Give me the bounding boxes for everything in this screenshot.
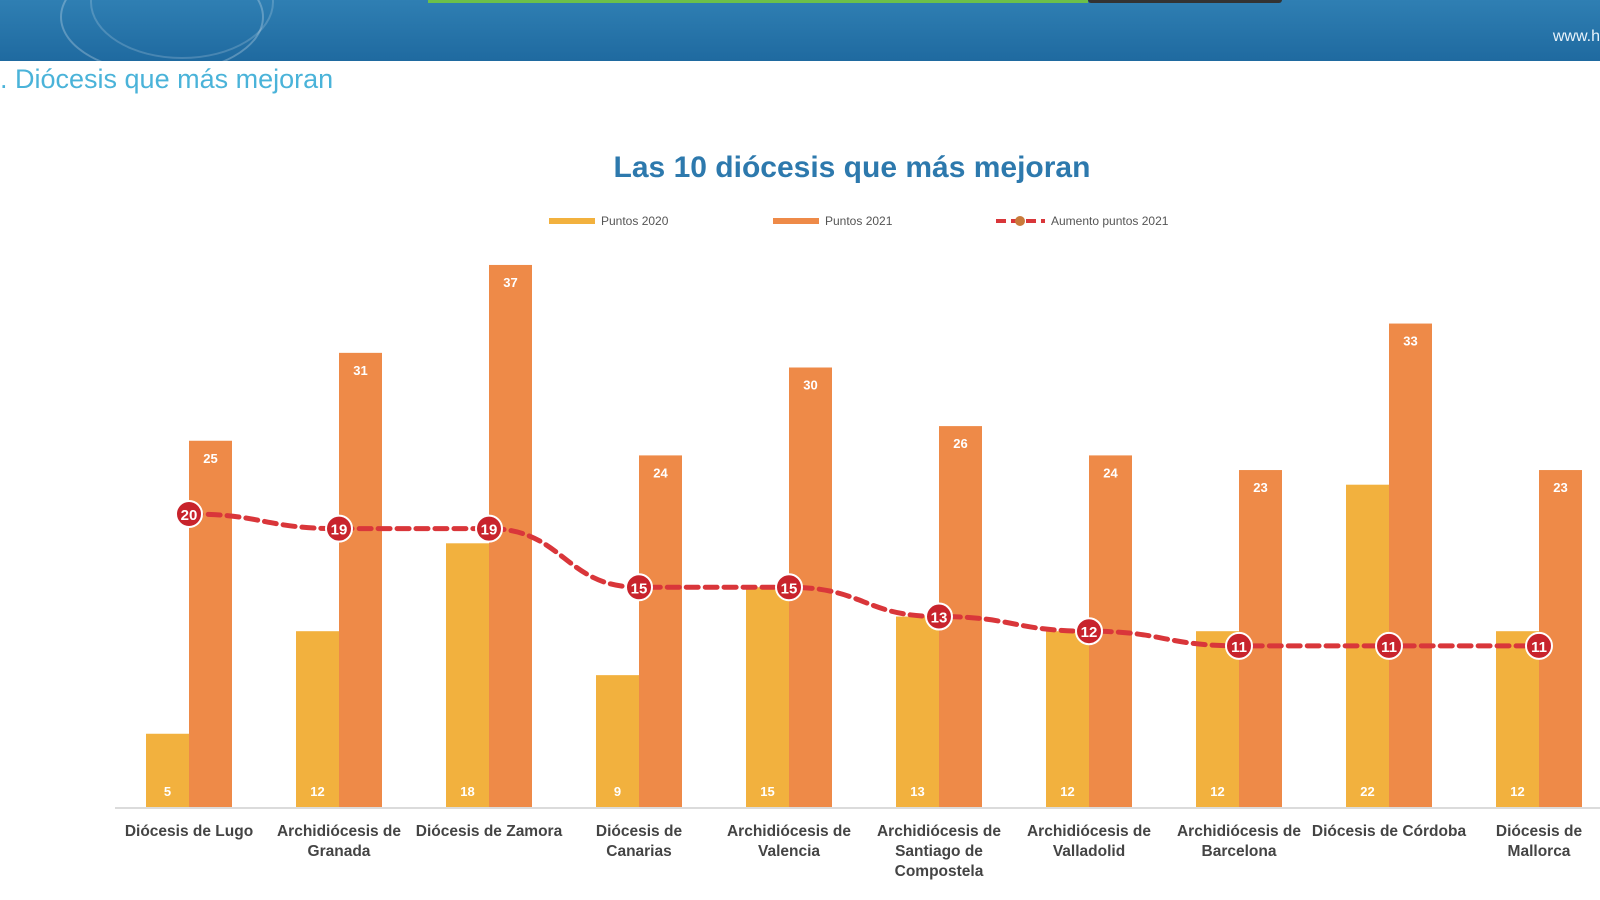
bar-2021-value-label: 26 <box>953 436 967 451</box>
increase-marker <box>775 573 803 602</box>
increase-value-label: 15 <box>781 580 798 597</box>
x-tick-label: Archidiócesis de Santiago de Compostela <box>877 823 1001 880</box>
legend-label: Puntos 2020 <box>601 214 669 228</box>
x-tick-label: Archidiócesis de Barcelona <box>1177 823 1301 860</box>
legend-swatch <box>773 218 819 224</box>
x-tick-label: Archidiócesis de Granada <box>277 823 401 860</box>
bar-2020-value-label: 12 <box>1510 784 1524 799</box>
bar-2020 <box>1496 631 1539 807</box>
bar-2021 <box>1389 323 1432 807</box>
bar-2021 <box>639 455 682 807</box>
increase-line: 20 19 19 15 15 13 12 11 11 11 <box>175 500 1553 660</box>
bar-2020-value-label: 18 <box>460 784 474 799</box>
bar-2020 <box>296 631 339 807</box>
bar-2021-value-label: 24 <box>653 465 668 480</box>
bar-2020 <box>746 587 789 807</box>
x-tick-label: Diócesis de Mallorca <box>1496 823 1583 860</box>
increase-marker <box>1525 631 1553 660</box>
bar-2020-value-label: 12 <box>1210 784 1224 799</box>
bar-2020 <box>596 675 639 807</box>
bar-2021-value-label: 30 <box>803 378 817 393</box>
increase-value-label: 20 <box>181 507 198 524</box>
increase-line-path <box>186 511 1542 649</box>
bar-2020-value-label: 22 <box>1360 784 1374 799</box>
bar-2020-value-label: 13 <box>910 784 924 799</box>
x-tick-label: Diócesis de Lugo <box>125 823 253 840</box>
green-strip <box>428 0 1088 3</box>
bar-2021-value-label: 23 <box>1553 480 1567 495</box>
bar-2020 <box>146 733 189 807</box>
increase-marker <box>325 514 353 543</box>
increase-value-label: 12 <box>1081 624 1098 641</box>
x-tick-label: Diócesis de Canarias <box>596 823 683 860</box>
bar-2021-value-label: 31 <box>353 363 367 378</box>
increase-marker <box>475 514 503 543</box>
x-tick-label: Archidiócesis de Valencia <box>727 823 851 860</box>
bars-group: 5 25 12 31 18 37 9 24 15 30 13 26 12 24 12 23 22 33 12 23 <box>146 264 1582 807</box>
increase-value-label: 11 <box>1531 639 1547 656</box>
legend-marker <box>1015 216 1025 226</box>
legend-label: Puntos 2021 <box>825 214 893 228</box>
bar-2020-value-label: 12 <box>1060 784 1074 799</box>
increase-marker <box>625 573 653 602</box>
increase-value-label: 11 <box>1231 639 1247 656</box>
increase-marker <box>1075 617 1103 646</box>
bar-2021-value-label: 23 <box>1253 480 1267 495</box>
increase-value-label: 19 <box>331 522 348 539</box>
x-tick-label: Diócesis de Zamora <box>416 823 563 840</box>
bar-2020 <box>1196 631 1239 807</box>
legend: Puntos 2020 Puntos 2021 Aumento puntos 202… <box>549 214 1169 228</box>
bar-2020-value-label: 5 <box>164 784 171 799</box>
legend-swatch <box>549 218 595 224</box>
header-url[interactable]: www.h <box>1552 28 1600 45</box>
bar-2020-value-label: 9 <box>614 784 621 799</box>
increase-value-label: 13 <box>931 610 948 627</box>
increase-value-label: 19 <box>481 522 498 539</box>
bar-2020 <box>896 616 939 807</box>
bar-2021 <box>339 352 382 807</box>
legend-label: Aumento puntos 2021 <box>1051 214 1169 228</box>
increase-marker <box>175 500 203 528</box>
bar-2021-value-label: 37 <box>503 275 517 290</box>
header-band: www.h <box>0 0 1600 61</box>
section-title: . Diócesis que más mejoran <box>0 64 334 94</box>
bar-2020-value-label: 15 <box>760 784 774 799</box>
chart-title: Las 10 diócesis que más mejoran <box>614 151 1091 184</box>
bar-2021 <box>189 440 232 807</box>
increase-value-label: 11 <box>1381 639 1397 656</box>
dark-strip <box>1088 0 1282 3</box>
increase-marker <box>1225 631 1253 660</box>
x-axis: Diócesis de Lugo Archidiócesis de Granada D… <box>115 807 1600 880</box>
increase-value-label: 15 <box>631 580 648 597</box>
increase-marker <box>1375 631 1403 660</box>
x-tick-label: Diócesis de Córdoba <box>1312 823 1467 840</box>
bar-2021-value-label: 24 <box>1103 465 1118 480</box>
bar-2021-value-label: 25 <box>203 451 217 466</box>
bar-2021-value-label: 33 <box>1403 334 1417 349</box>
bar-2020-value-label: 12 <box>310 784 324 799</box>
x-tick-label: Archidiócesis de Valladolid <box>1027 823 1151 860</box>
increase-marker <box>925 602 953 631</box>
bar-2020 <box>1046 631 1089 807</box>
bar-2020 <box>446 543 489 807</box>
